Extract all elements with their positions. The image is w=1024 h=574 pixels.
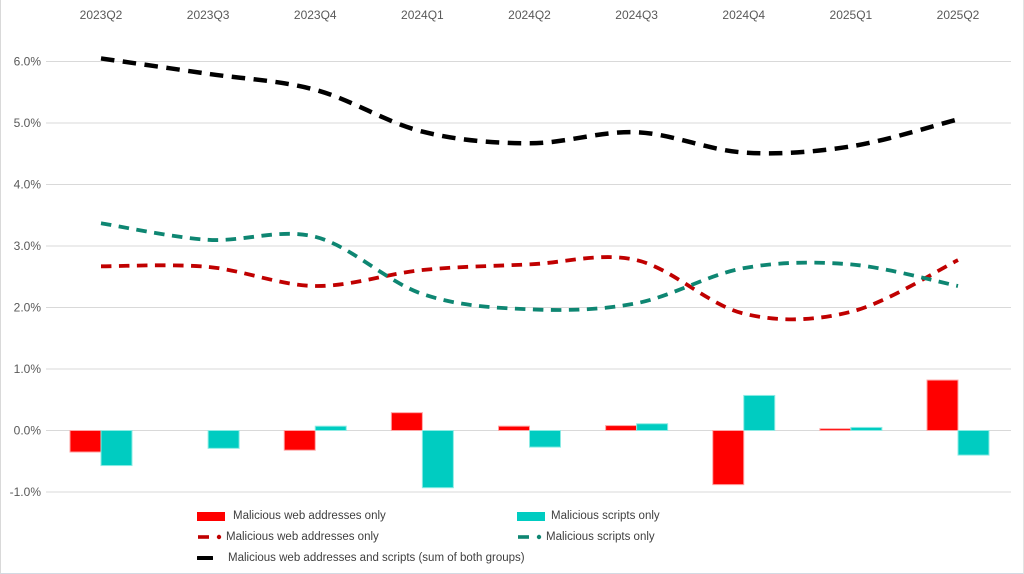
legend-swatch-bar-red (197, 511, 225, 521)
line-series-group (100, 56, 959, 322)
bar-web-addresses (283, 430, 316, 451)
legend-label: Malicious web addresses and scripts (sum… (228, 552, 525, 564)
legend-swatch-dash-teal (517, 533, 544, 541)
x-axis-label: 2023Q3 (187, 8, 230, 22)
y-axis-label: 2.0% (14, 301, 42, 315)
bar-scripts (207, 430, 240, 449)
bar-scripts (957, 430, 990, 456)
line-rate (100, 221, 959, 312)
x-axis-label: 2025Q2 (937, 8, 980, 22)
bar-scripts (421, 430, 454, 489)
legend-label: Malicious web addresses only (226, 531, 379, 543)
bar-scripts (743, 394, 776, 432)
y-axis-label: 4.0% (14, 178, 42, 192)
x-axis-label: 2023Q2 (80, 8, 123, 22)
legend-item-bar-web-addresses: Malicious web addresses only (197, 509, 386, 523)
bar-web-addresses (819, 428, 852, 431)
bar-scripts (529, 430, 561, 448)
legend-item-line-sum: Malicious web addresses and scripts (sum… (197, 551, 525, 565)
bar-web-addresses (605, 425, 638, 431)
bar-web-addresses (390, 412, 423, 432)
legend-label: Malicious scripts only (546, 531, 655, 543)
bar-scripts (636, 423, 669, 431)
bar-scripts (314, 425, 347, 432)
bar-web-addresses (498, 425, 530, 432)
y-axis-label: 1.0% (14, 362, 42, 376)
line-sum (100, 56, 959, 156)
y-axis-label: 5.0% (14, 116, 42, 130)
x-axis-label: 2024Q4 (722, 8, 765, 22)
legend-item-line-web-addresses: Malicious web addresses only (197, 530, 379, 544)
bar-web-addresses (69, 430, 102, 453)
legend-swatch-bar-teal (517, 511, 545, 521)
bar-series-group (69, 379, 990, 489)
legend-swatch-dash-black (197, 554, 213, 562)
x-axis-label: 2024Q2 (508, 8, 551, 22)
gridlines (46, 61, 1011, 493)
bar-web-addresses (926, 379, 959, 432)
legend-label: Malicious scripts only (551, 510, 660, 522)
y-axis-label: -1.0% (10, 485, 42, 499)
legend-label: Malicious web addresses only (233, 510, 386, 522)
y-axis-label: 0.0% (14, 424, 42, 438)
legend-item-line-scripts: Malicious scripts only (517, 530, 655, 544)
x-axis-label: 2025Q1 (830, 8, 873, 22)
x-axis-label: 2024Q1 (401, 8, 444, 22)
x-axis-label: 2024Q3 (615, 8, 658, 22)
legend-swatch-dash-red (197, 533, 224, 541)
bar-web-addresses (712, 430, 745, 486)
legend-item-bar-scripts: Malicious scripts only (517, 509, 660, 523)
y-axis-label: 3.0% (14, 239, 42, 253)
bar-scripts (850, 426, 883, 431)
combo-chart-plot-area: 6.0% 5.0% 4.0% 3.0% 2.0% 1.0% 0.0% -1.0% 2023Q2… (10, 8, 1011, 500)
bar-scripts (100, 430, 133, 467)
line-rate (100, 255, 959, 322)
x-axis-label: 2023Q4 (294, 8, 337, 22)
x-axis-tick-labels: 2023Q2 2023Q3 2023Q4 2024Q1 2024Q2 2024Q3 2024… (80, 8, 980, 22)
y-axis-tick-labels: 6.0% 5.0% 4.0% 3.0% 2.0% 1.0% 0.0% -1.0% (10, 55, 42, 500)
y-axis-label: 6.0% (14, 55, 42, 69)
